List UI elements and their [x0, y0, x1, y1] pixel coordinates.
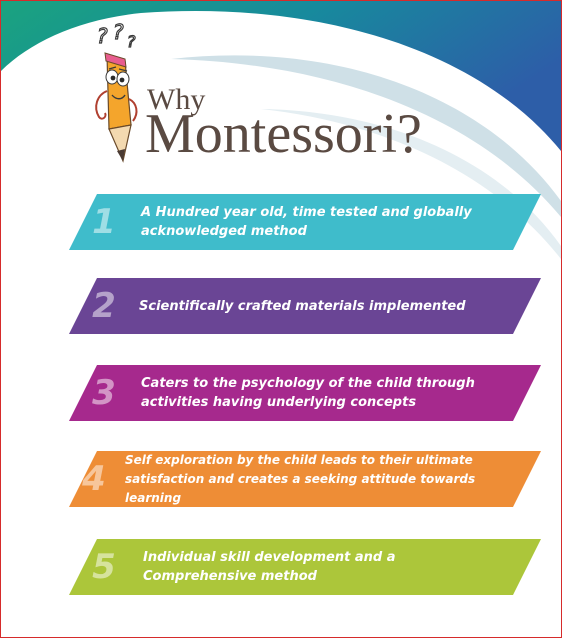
banner-4: 4 Self exploration by the child leads to…: [69, 451, 541, 507]
header-gradient-shape: [1, 1, 561, 151]
banner-3: 3 Caters to the psychology of the child …: [69, 365, 541, 421]
banner-text: Self exploration by the child leads to t…: [125, 452, 476, 505]
banner-5: 5 Individual skill development and a Com…: [69, 539, 541, 595]
banner-text: Scientifically crafted materials impleme…: [139, 298, 466, 314]
pencil-mascot-icon: ? ? ?: [95, 21, 138, 163]
banner-number: 2: [92, 286, 116, 326]
banner-text: Caters to the psychology of the child th…: [141, 376, 475, 410]
svg-text:?: ?: [113, 21, 124, 44]
svg-text:?: ?: [97, 24, 108, 48]
svg-text:?: ?: [127, 32, 136, 51]
banner-2: 2 Scientifically crafted materials imple…: [69, 278, 541, 334]
swoosh-line-1: [171, 55, 561, 218]
banner-number: 1: [92, 202, 116, 242]
banner-number: 4: [82, 459, 106, 499]
banner-number: 5: [92, 547, 116, 587]
banner-text: Individual skill development and a Compr…: [143, 550, 396, 584]
swoosh-line-2: [261, 109, 561, 259]
title-why: Why: [147, 83, 206, 116]
banner-1: 1 A Hundred year old, time tested and gl…: [69, 194, 541, 250]
banner-number: 3: [92, 373, 116, 413]
banner-text: A Hundred year old, time tested and glob…: [141, 205, 472, 239]
title-montessori: Montessori?: [145, 103, 422, 165]
